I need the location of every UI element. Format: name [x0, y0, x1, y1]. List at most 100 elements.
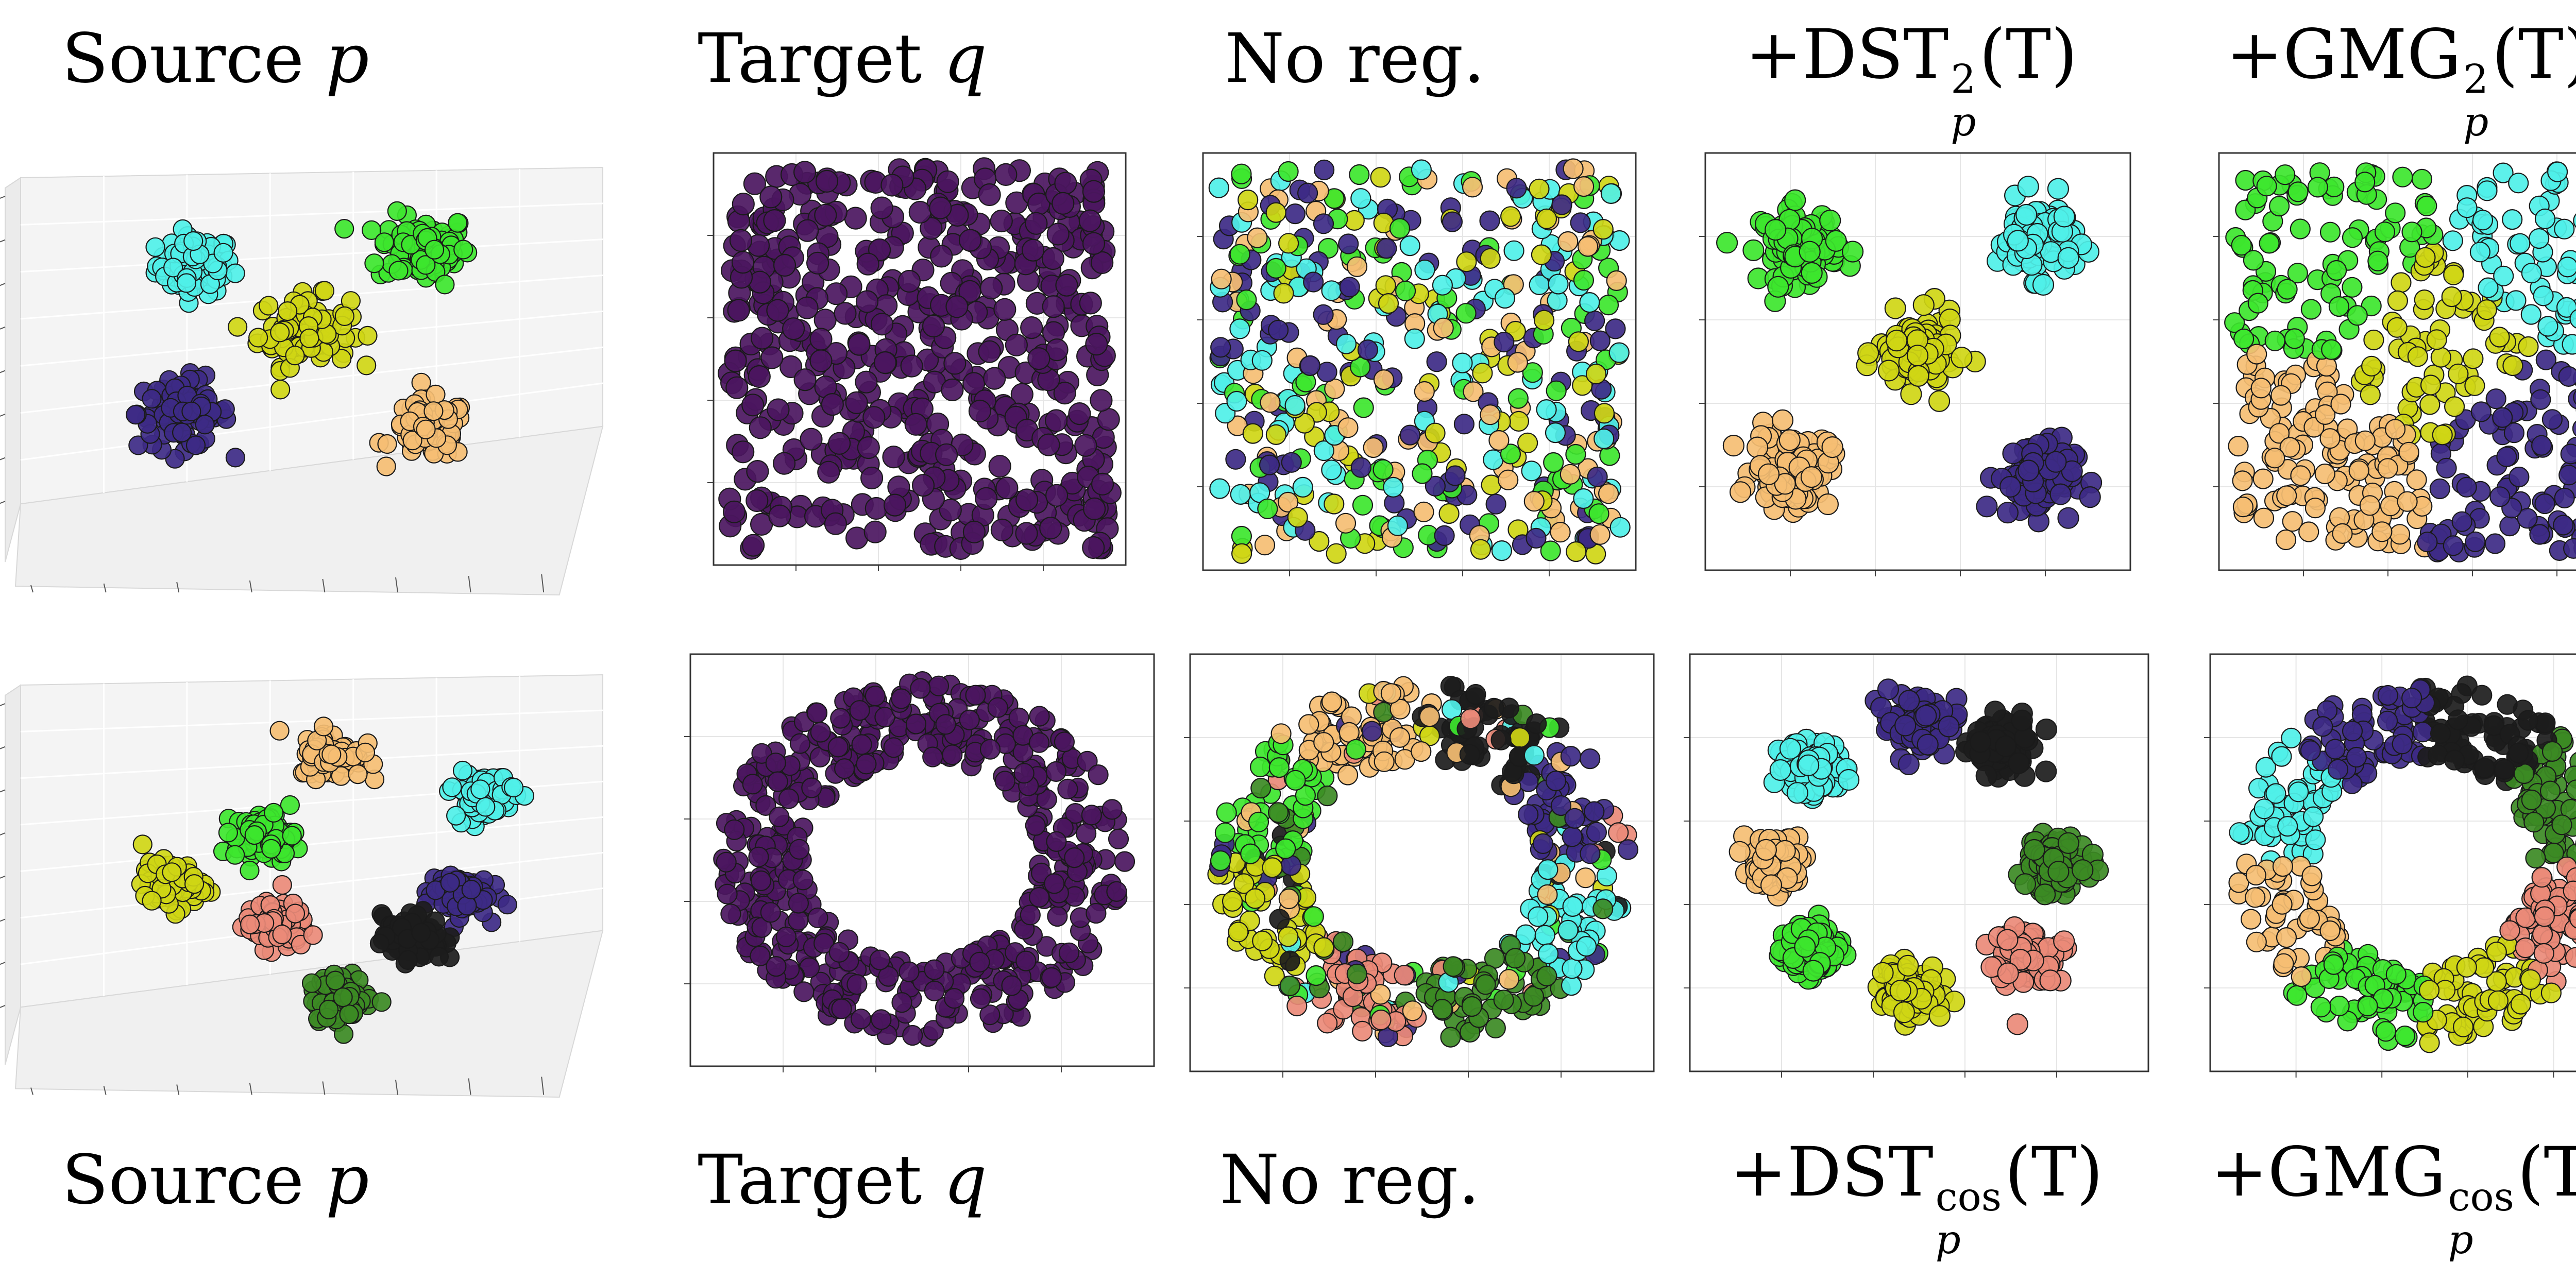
scatter-point: [1499, 969, 1519, 989]
scatter-point-target: [769, 505, 790, 527]
scatter-point: [1601, 184, 1621, 203]
scatter-point-indigo: [2058, 508, 2079, 528]
row2-dst-panel: [1677, 641, 2161, 1084]
scatter-point: [1042, 968, 1061, 987]
scatter-point-yellow: [335, 307, 354, 326]
scatter-point-cyan: [2058, 248, 2079, 268]
scatter-point: [1486, 494, 1506, 514]
scatter-point-yellow: [2392, 273, 2411, 293]
scatter-point: [1538, 885, 1557, 904]
row1-target-panel: [701, 140, 1139, 578]
scatter-point: [1383, 477, 1403, 497]
scatter-point-yellow: [228, 318, 247, 336]
scatter-point-yellow: [2463, 349, 2483, 368]
scatter-point: [1544, 453, 1563, 472]
scatter-point: [1566, 445, 1585, 464]
scatter-point-target: [858, 437, 879, 458]
scatter-point: [721, 904, 740, 924]
scatter-point: [1507, 178, 1527, 198]
side-pane: [5, 685, 21, 1065]
scatter-point-green: [2301, 300, 2321, 319]
scatter-point-green: [2368, 251, 2387, 271]
scatter-point-target: [1086, 333, 1107, 355]
scatter-point-green: [1803, 961, 1824, 981]
scatter-point-green: [1842, 242, 1863, 262]
scatter-point: [1258, 499, 1277, 519]
title-word: Target: [698, 19, 922, 98]
scatter-point-target: [816, 170, 838, 192]
scatter-point-yellow: [286, 346, 304, 365]
scatter-point: [1228, 922, 1248, 942]
scatter-point-indigo: [2532, 436, 2551, 455]
scatter-point-yellow: [1858, 343, 1878, 363]
scatter-point: [1589, 504, 1609, 523]
scatter-point-green: [1800, 242, 1820, 262]
scatter-point: [802, 778, 821, 798]
title-sub: p: [2463, 101, 2488, 144]
scatter-point: [1245, 889, 1265, 909]
scatter-point-target: [995, 164, 1016, 185]
scatter-point-yellow: [2387, 318, 2407, 337]
scatter-point-target: [996, 477, 1018, 499]
scatter-point-cyan: [184, 232, 202, 250]
scatter-point-target: [733, 193, 754, 215]
scatter-point: [1046, 762, 1066, 781]
scatter-point-darkgreen: [302, 974, 321, 993]
scatter-point-green: [2257, 176, 2277, 196]
scatter-point: [1314, 938, 1333, 958]
title-var: q: [943, 19, 987, 98]
scatter-point-green: [2265, 331, 2285, 351]
scatter-point: [1268, 803, 1288, 822]
scatter-point-target: [761, 347, 783, 369]
scatter-point: [1280, 951, 1300, 971]
scatter-point: [835, 759, 854, 778]
tick-mark: [0, 414, 5, 416]
scatter-point-orange: [2385, 419, 2405, 439]
title-sub: p: [1936, 1219, 2002, 1262]
scatter-point: [1396, 281, 1415, 301]
scatter-point-cyan: [2506, 291, 2526, 310]
scatter-point-green: [264, 804, 283, 822]
scatter-point-yellow: [143, 892, 161, 910]
scatter-point-indigo: [2543, 409, 2562, 429]
scatter-point: [766, 957, 786, 976]
scatter-point-orange: [2333, 524, 2352, 543]
scatter-point: [1269, 758, 1289, 777]
scatter-point-target: [991, 519, 1013, 541]
scatter-point-target: [1025, 213, 1047, 234]
scatter-point-orange: [1761, 875, 1782, 896]
scatter-point-target: [1038, 434, 1059, 456]
scatter-point-orange: [2271, 386, 2291, 405]
scatter-point-green: [241, 861, 259, 880]
scatter-point-cyan: [2016, 204, 2037, 225]
scatter-point-target: [969, 400, 991, 422]
scatter-point-indigo: [2003, 443, 2024, 464]
scatter-point-cyan: [2443, 231, 2463, 250]
scatter-point: [1566, 542, 1586, 561]
scatter-point: [870, 950, 890, 970]
scatter-point-indigo: [2553, 516, 2573, 535]
tick-mark: [0, 962, 5, 964]
row1-source-3d-panel: [0, 126, 608, 610]
scatter-point-green: [2320, 223, 2340, 242]
row1-dst-panel: [1692, 140, 2143, 583]
scatter-point: [1298, 183, 1317, 203]
scatter-point: [831, 709, 850, 728]
scatter-point-black: [2036, 761, 2056, 782]
scatter-point: [1574, 270, 1594, 290]
scatter-point: [1549, 275, 1568, 294]
scatter-point: [1400, 425, 1420, 445]
scatter-point-target: [1045, 410, 1067, 432]
scatter-point-target: [901, 355, 923, 377]
scatter-point-target: [815, 309, 836, 331]
scatter-point-indigo: [2493, 408, 2512, 428]
scatter-point-yellow: [1951, 347, 1972, 368]
scatter-point: [1278, 927, 1298, 947]
scatter-point-indigo: [173, 423, 191, 442]
scatter-point-green: [375, 233, 394, 251]
scatter-point-orange: [2251, 378, 2271, 398]
scatter-point-green: [245, 826, 264, 844]
scatter-point-cyan: [2534, 286, 2553, 305]
scatter-point: [1492, 541, 1512, 560]
scatter-point: [1336, 334, 1356, 354]
